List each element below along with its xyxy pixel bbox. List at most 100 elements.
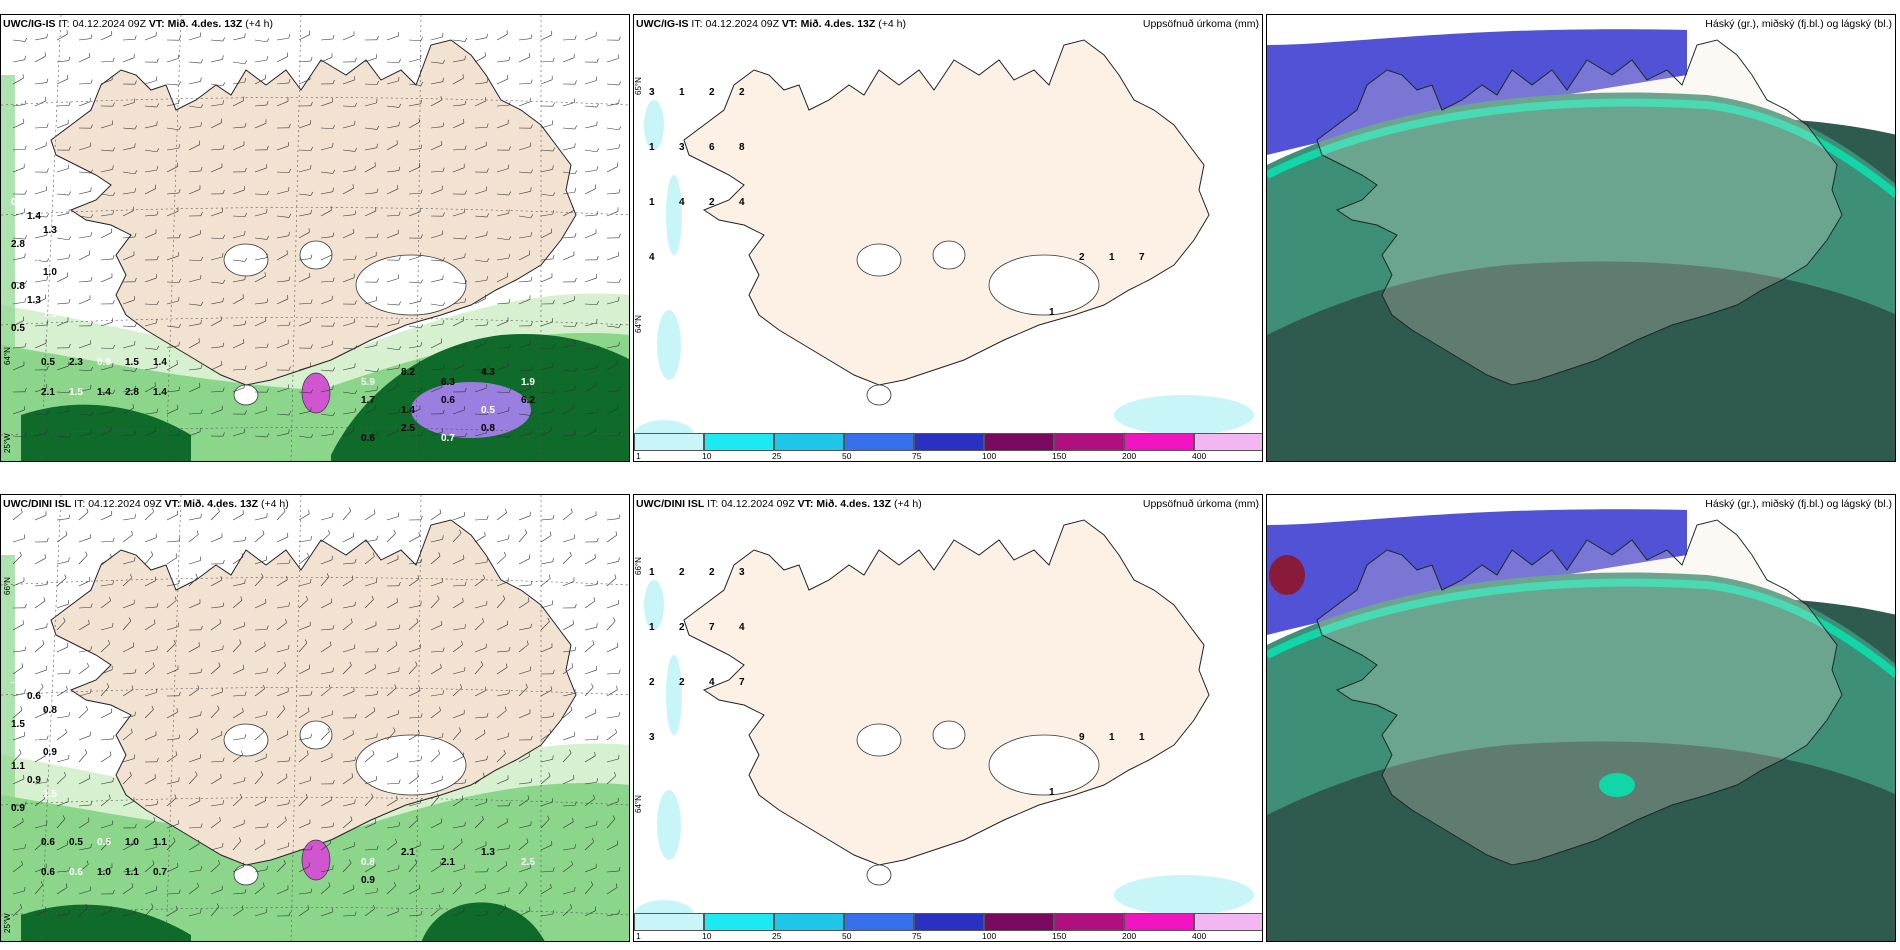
wind-barb <box>112 407 114 412</box>
wind-barb <box>134 277 137 282</box>
wind-barb <box>364 779 377 785</box>
wind-barb <box>298 34 310 41</box>
wind-barb <box>518 433 531 437</box>
wind-barb <box>68 191 71 196</box>
wind-barb <box>376 188 379 193</box>
high-cloud <box>1267 509 1687 635</box>
wind-barb <box>342 232 355 239</box>
wind-barb <box>480 661 484 666</box>
wind-barb <box>254 302 267 305</box>
wind-barb <box>166 83 179 86</box>
wind-barb <box>24 253 26 258</box>
wind-barb <box>46 410 49 415</box>
wind-barb <box>144 666 155 675</box>
wind-barb <box>571 663 574 668</box>
wind-barb <box>584 80 597 85</box>
wind-barb <box>232 909 244 917</box>
wind-value-label: 0.9 <box>43 747 57 758</box>
wind-barb <box>464 280 468 285</box>
precip-value-label: 1 <box>649 567 655 578</box>
wind-barb <box>552 755 554 760</box>
wind-barb <box>332 232 335 237</box>
wind-barb <box>188 912 201 917</box>
wind-barb <box>327 727 330 732</box>
wind-barb <box>540 79 553 85</box>
wind-barb <box>244 275 246 280</box>
wind-barb <box>452 409 465 415</box>
wind-barb <box>298 321 311 327</box>
wind-barb <box>144 105 157 108</box>
wind-barb <box>364 165 376 173</box>
wind-barb <box>320 146 333 151</box>
wind-barb <box>596 623 598 628</box>
wind-barb <box>332 367 335 372</box>
wind-barb <box>518 782 531 785</box>
wind-barb <box>288 757 291 762</box>
precip-value-label: 4 <box>739 622 745 633</box>
wind-barb <box>371 595 374 600</box>
wind-barb <box>320 602 332 609</box>
wind-barb <box>134 80 137 85</box>
wind-barb <box>540 277 553 283</box>
wind-barb <box>122 389 135 393</box>
wind-barb <box>122 646 134 653</box>
wind-value-label: 4.3 <box>481 367 495 378</box>
wind-barb <box>398 256 401 261</box>
precip-value-label: 7 <box>739 677 745 688</box>
wind-barb <box>540 429 552 437</box>
wind-barb <box>508 887 510 892</box>
wind-barb <box>173 639 176 644</box>
wind-value-label: 2.5 <box>401 423 415 434</box>
wind-barb <box>310 344 313 349</box>
wind-barb <box>474 279 487 283</box>
wind-barb <box>584 515 597 521</box>
wind-barb <box>584 755 596 763</box>
wind-barb <box>342 430 354 437</box>
wind-barb <box>78 280 91 283</box>
wind-barb <box>364 849 377 851</box>
wind-barb <box>78 254 90 261</box>
wind-barb <box>506 30 508 35</box>
wind-barb <box>276 648 289 653</box>
wind-value-label: 1.9 <box>43 309 57 320</box>
wind-map-1: 0.91.41.32.82.71.00.81.31.90.50.5 2.3 0.9 1… <box>1 15 629 461</box>
colorbar-swatch <box>774 433 844 451</box>
wind-barb <box>34 600 46 609</box>
precip-value-label: 3 <box>649 732 655 743</box>
wind-barb <box>100 61 113 63</box>
wind-barb <box>56 646 69 653</box>
cloud-map-2 <box>1267 495 1895 941</box>
wind-barb <box>112 299 115 304</box>
wind-barb <box>606 518 619 521</box>
wind-barb <box>332 169 336 174</box>
wind-barb <box>154 774 156 779</box>
wind-barb <box>540 775 551 785</box>
wind-value-label: 0.7 <box>441 433 455 444</box>
wind-barb <box>540 347 553 349</box>
wind-barb <box>508 209 510 214</box>
wind-barb <box>153 619 156 624</box>
wind-barb <box>166 345 179 349</box>
wind-barb <box>430 431 443 437</box>
wind-barb <box>122 870 135 873</box>
wind-barb <box>452 782 465 785</box>
wind-barb <box>78 413 91 416</box>
wind-barb <box>552 557 554 562</box>
wind-value-label: 0.8 <box>43 705 57 716</box>
wind-barb <box>320 254 333 261</box>
precip-value-label: 1 <box>649 622 655 633</box>
wind-barb <box>78 369 91 371</box>
wind-barb <box>606 103 619 107</box>
wind-barb <box>332 385 334 390</box>
wind-barb <box>122 39 135 41</box>
wind-barb <box>562 299 575 305</box>
wind-barb <box>430 796 440 807</box>
wind-barb <box>482 617 485 622</box>
wind-barb <box>222 342 225 347</box>
wind-barb <box>156 58 159 63</box>
wind-barb <box>530 429 532 434</box>
precip-area-dark <box>421 902 545 941</box>
wind-barb <box>134 125 137 130</box>
wind-barb <box>484 531 486 536</box>
precip-value-label: 7 <box>709 622 715 633</box>
